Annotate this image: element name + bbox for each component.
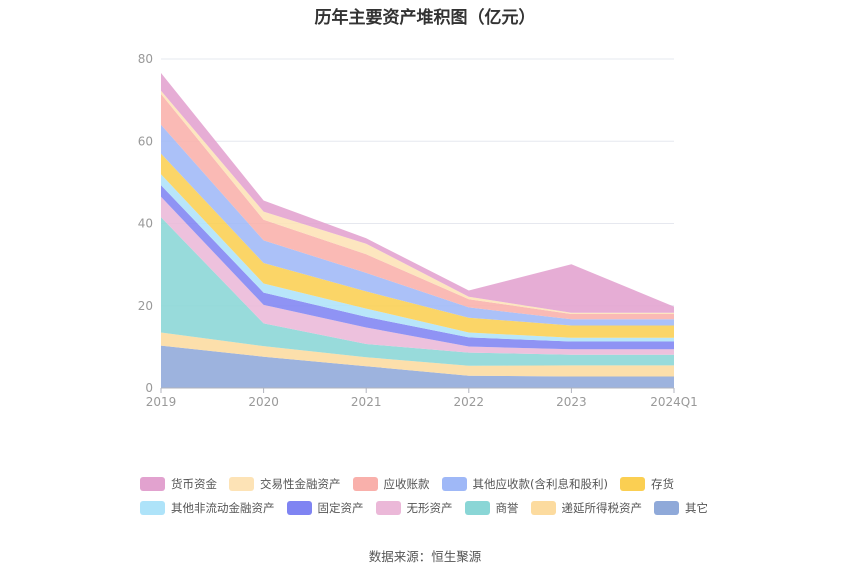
legend-swatch xyxy=(441,477,467,491)
legend-label: 其它 xyxy=(685,501,708,515)
legend-item-fixed-assets[interactable]: 固定资产 xyxy=(286,500,364,516)
legend-swatch xyxy=(229,477,254,491)
legend-swatch xyxy=(530,501,556,515)
area-货币资金 xyxy=(161,73,674,313)
legend-label: 交易性金融资产 xyxy=(260,477,341,491)
y-tick-label: 40 xyxy=(138,217,153,231)
area-固定资产 xyxy=(161,185,674,350)
legend-swatch xyxy=(619,477,645,491)
x-tick-label: 2022 xyxy=(454,395,485,409)
area-series xyxy=(161,73,674,388)
legend-label: 商誉 xyxy=(495,501,519,515)
legend-swatch xyxy=(352,477,378,491)
legend-label: 其他应收款(含利息和股利) xyxy=(472,477,608,491)
legend-item-other[interactable]: 其它 xyxy=(654,500,708,516)
legend-label: 应收账款 xyxy=(383,477,430,491)
stacked-area-chart: 2019 2020 2021 2022 2023 2024Q1 0 20 40 60 80 xyxy=(138,52,698,409)
x-tick-label: 2019 xyxy=(146,395,177,409)
y-tick-label: 80 xyxy=(138,52,153,66)
legend-swatch xyxy=(654,501,679,515)
legend-label: 其他非流动金融资产 xyxy=(171,501,275,515)
legend-swatch xyxy=(375,501,401,515)
area-其它 xyxy=(161,345,674,388)
legend-item-cash[interactable]: 货币资金 xyxy=(140,476,217,492)
y-tick-label: 20 xyxy=(138,299,153,313)
x-tick-label: 2024Q1 xyxy=(650,395,698,409)
y-tick-label: 0 xyxy=(145,381,153,395)
x-tick-label: 2023 xyxy=(556,395,587,409)
area-商誉 xyxy=(161,217,674,366)
legend-label: 递延所得税资产 xyxy=(561,501,643,515)
x-axis: 2019 2020 2021 2022 2023 2024Q1 xyxy=(146,387,698,409)
area-无形资产 xyxy=(161,196,674,355)
legend-item-other-receivables[interactable]: 其他应收款(含利息和股利) xyxy=(441,476,608,492)
legend-item-deferred-tax[interactable]: 递延所得税资产 xyxy=(530,500,643,516)
legend-swatch xyxy=(286,501,312,515)
legend-swatch xyxy=(464,501,490,515)
x-tick-label: 2020 xyxy=(248,395,279,409)
area-递延所得税资产 xyxy=(161,332,674,377)
legend-label: 无形资产 xyxy=(406,501,453,515)
legend-swatch xyxy=(140,501,165,515)
legend-item-inventory[interactable]: 存货 xyxy=(619,476,674,492)
legend-label: 存货 xyxy=(650,477,674,491)
y-axis: 0 20 40 60 80 xyxy=(138,52,153,395)
legend-row: 货币资金 交易性金融资产 应收账款 其他应收款(含利息和股利) 存货 xyxy=(140,472,740,496)
legend-row: 其他非流动金融资产 固定资产 无形资产 商誉 递延所得税资产 其它 xyxy=(140,496,740,520)
legend-item-receivables[interactable]: 应收账款 xyxy=(352,476,430,492)
legend-item-goodwill[interactable]: 商誉 xyxy=(464,500,519,516)
x-tick-label: 2021 xyxy=(351,395,382,409)
data-source: 数据来源：恒生聚源 xyxy=(368,549,482,564)
legend-label: 固定资产 xyxy=(317,501,364,515)
y-tick-label: 60 xyxy=(138,134,153,148)
legend-item-intangible-assets[interactable]: 无形资产 xyxy=(375,500,453,516)
legend: 货币资金 交易性金融资产 应收账款 其他应收款(含利息和股利) 存货 其他非流动… xyxy=(140,472,740,520)
legend-item-other-noncurrent-financial[interactable]: 其他非流动金融资产 xyxy=(140,500,275,516)
legend-item-trading-assets[interactable]: 交易性金融资产 xyxy=(229,476,341,492)
chart-title: 历年主要资产堆积图（亿元） xyxy=(314,8,536,28)
legend-swatch xyxy=(140,477,165,491)
legend-label: 货币资金 xyxy=(171,477,217,491)
